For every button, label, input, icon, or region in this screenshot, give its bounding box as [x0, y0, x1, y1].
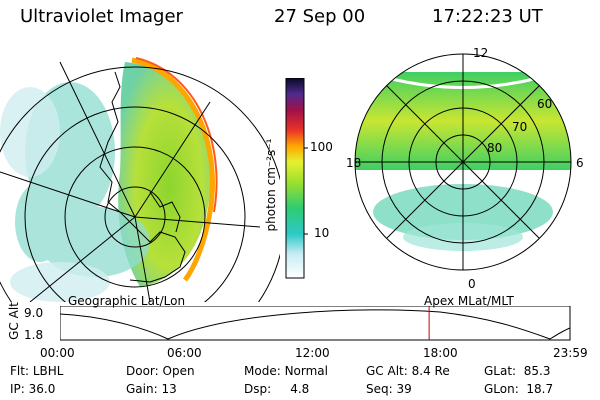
lat-label-70: 70	[512, 120, 528, 134]
colorbar-tick-10: 10	[314, 226, 330, 240]
stat-ip: IP: 36.0	[10, 382, 56, 396]
altitude-timeline	[60, 306, 571, 341]
coastline	[99, 71, 186, 283]
mlt-label-12: 12	[473, 46, 489, 60]
observation-time: 17:22:23 UT	[432, 6, 543, 27]
lat-label-60: 60	[537, 97, 553, 111]
right-panel-label: Apex MLat/MLT	[424, 294, 514, 308]
instrument-title: Ultraviolet Imager	[20, 6, 183, 27]
coastline-detail	[149, 191, 181, 233]
timeline-tick-3: 18:00	[423, 346, 458, 360]
stat-glat: GLat: 85.3	[484, 364, 551, 378]
timeline-y-label: GC Alt	[7, 302, 21, 340]
colorbar	[285, 78, 308, 279]
colorbar-unit: photon cm⁻²s⁻¹	[264, 138, 278, 232]
stat-dsp: Dsp: 4.8	[244, 382, 310, 396]
stat-mode: Mode: Normal	[244, 364, 328, 378]
altitude-curve	[60, 309, 571, 340]
mlt-label-6: 6	[576, 156, 584, 170]
timeline-tick-2: 12:00	[295, 346, 330, 360]
timeline-tick-4: 23:59	[553, 346, 588, 360]
stat-filter: Flt: LBHL	[10, 364, 64, 378]
polar-grid	[354, 53, 572, 271]
left-panel-label: Geographic Lat/Lon	[68, 294, 186, 308]
geo-grid	[0, 61, 280, 302]
geographic-image	[0, 57, 280, 302]
stat-gc-alt: GC Alt: 8.4 Re	[366, 364, 450, 378]
stat-door: Door: Open	[126, 364, 195, 378]
stat-gain: Gain: 13	[126, 382, 177, 396]
lat-label-80: 80	[487, 141, 503, 155]
magnetic-polar-plot	[354, 53, 572, 271]
timeline-y-tick-top: 9.0	[24, 306, 44, 320]
dayside-limb	[131, 57, 215, 282]
observation-date: 27 Sep 00	[274, 6, 366, 27]
mlt-label-0: 0	[468, 277, 476, 291]
timeline-tick-0: 00:00	[40, 346, 75, 360]
timeline-y-tick-bottom: 1.8	[24, 328, 44, 342]
stat-seq: Seq: 39	[366, 382, 412, 396]
mlt-label-18: 18	[346, 156, 362, 170]
colorbar-tick-100: 100	[310, 140, 333, 154]
stat-glon: GLon: 18.7	[484, 382, 554, 396]
timeline-tick-1: 06:00	[167, 346, 202, 360]
